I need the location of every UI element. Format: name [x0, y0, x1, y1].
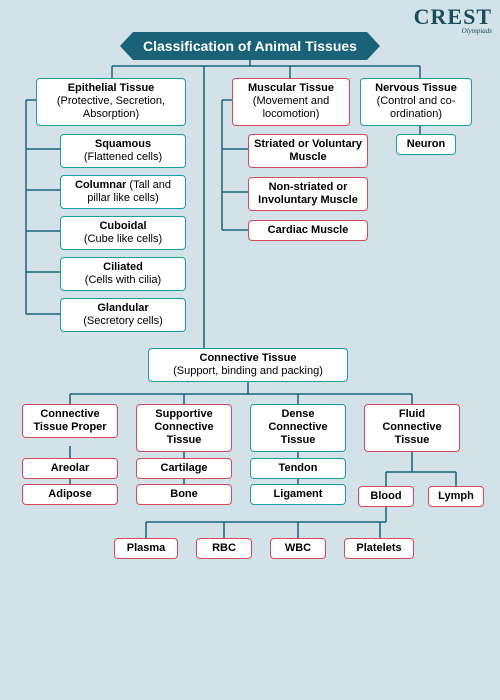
node-sublabel: (Control and co-ordination): [377, 95, 456, 120]
node-blood: Blood: [358, 486, 414, 507]
node-label: Columnar: [75, 179, 129, 191]
node-cuboidal: Cuboidal (Cube like cells): [60, 216, 186, 250]
node-platelets: Platelets: [344, 538, 414, 559]
node-plasma: Plasma: [114, 538, 178, 559]
node-wbc: WBC: [270, 538, 326, 559]
node-neuron: Neuron: [396, 134, 456, 155]
node-cardiac: Cardiac Muscle: [248, 220, 368, 241]
node-label: Nervous Tissue: [375, 82, 457, 94]
node-ciliated: Ciliated (Cells with cilia): [60, 257, 186, 291]
node-epithelial: Epithelial Tissue (Protective, Secretion…: [36, 78, 186, 126]
node-adipose: Adipose: [22, 484, 118, 505]
node-label: Muscular Tissue: [248, 82, 334, 94]
node-label: Striated or Voluntary Muscle: [254, 138, 362, 163]
node-label: Adipose: [48, 488, 91, 500]
node-supportive: Supportive Connective Tissue: [136, 404, 232, 452]
node-label: Fluid Connective Tissue: [382, 408, 441, 446]
node-label: Cardiac Muscle: [268, 224, 349, 236]
node-label: Tendon: [279, 462, 318, 474]
node-fluid: Fluid Connective Tissue: [364, 404, 460, 452]
node-sublabel: (Secretory cells): [83, 315, 162, 327]
node-label: Blood: [370, 490, 401, 502]
node-areolar: Areolar: [22, 458, 118, 479]
node-connective: Connective Tissue (Support, binding and …: [148, 348, 348, 382]
node-sublabel: (Protective, Secretion, Absorption): [57, 95, 165, 120]
node-label: Dense Connective Tissue: [268, 408, 327, 446]
node-rbc: RBC: [196, 538, 252, 559]
node-columnar: Columnar (Tall and pillar like cells): [60, 175, 186, 209]
node-label: Epithelial Tissue: [68, 82, 155, 94]
node-sublabel: (Support, binding and packing): [173, 365, 323, 377]
node-muscular: Muscular Tissue (Movement and locomotion…: [232, 78, 350, 126]
node-sublabel: (Movement and locomotion): [253, 95, 329, 120]
node-ctproper: Connective Tissue Proper: [22, 404, 118, 438]
node-label: WBC: [285, 542, 311, 554]
node-nonstriated: Non-striated or Involuntary Muscle: [248, 177, 368, 211]
node-label: Plasma: [127, 542, 166, 554]
node-label: Ciliated: [103, 261, 143, 273]
node-sublabel: (Flattened cells): [84, 151, 162, 163]
node-label: Lymph: [438, 490, 474, 502]
node-bone: Bone: [136, 484, 232, 505]
node-label: Squamous: [95, 138, 151, 150]
node-nervous: Nervous Tissue (Control and co-ordinatio…: [360, 78, 472, 126]
node-label: Bone: [170, 488, 198, 500]
node-ligament: Ligament: [250, 484, 346, 505]
node-dense: Dense Connective Tissue: [250, 404, 346, 452]
node-sublabel: (Cells with cilia): [85, 274, 161, 286]
node-label: Connective Tissue Proper: [33, 408, 106, 433]
node-label: Cuboidal: [99, 220, 146, 232]
node-squamous: Squamous (Flattened cells): [60, 134, 186, 168]
node-glandular: Glandular (Secretory cells): [60, 298, 186, 332]
node-label: Areolar: [51, 462, 90, 474]
node-label: Platelets: [356, 542, 401, 554]
node-sublabel: (Cube like cells): [84, 233, 162, 245]
node-tendon: Tendon: [250, 458, 346, 479]
diagram-title: Classification of Animal Tissues: [120, 32, 380, 60]
node-striated: Striated or Voluntary Muscle: [248, 134, 368, 168]
node-lymph: Lymph: [428, 486, 484, 507]
node-label: Cartilage: [160, 462, 207, 474]
node-label: Supportive Connective Tissue: [154, 408, 213, 446]
node-label: Connective Tissue: [200, 352, 297, 364]
node-cartilage: Cartilage: [136, 458, 232, 479]
node-label: Ligament: [274, 488, 323, 500]
node-label: RBC: [212, 542, 236, 554]
node-label: Non-striated or Involuntary Muscle: [258, 181, 358, 206]
node-label: Neuron: [407, 138, 446, 150]
node-label: Glandular: [97, 302, 148, 314]
